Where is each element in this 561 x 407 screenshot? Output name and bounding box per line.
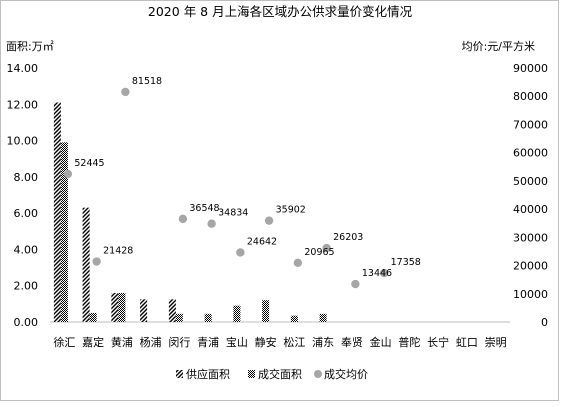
y-right-tick-label: 90000 bbox=[513, 62, 548, 75]
category-label: 嘉定 bbox=[82, 335, 104, 349]
category-label: 黄浦 bbox=[111, 335, 133, 349]
legend-swatch bbox=[176, 370, 183, 378]
data-label-avg-price: 13446 bbox=[362, 268, 392, 279]
y-right-axis-label: 均价:元/平方米 bbox=[462, 39, 535, 53]
data-label-avg-price: 81518 bbox=[132, 76, 162, 87]
y-left-tick-label: 14.00 bbox=[7, 62, 39, 75]
y-right-tick-label: 30000 bbox=[513, 231, 548, 244]
point-avg-price bbox=[236, 248, 245, 257]
y-right-tick-label: 10000 bbox=[513, 288, 548, 301]
bar-supply-area bbox=[53, 102, 61, 322]
bar-deal-area bbox=[204, 313, 212, 322]
point-avg-price bbox=[178, 214, 188, 224]
data-label-avg-price: 52445 bbox=[74, 158, 104, 169]
bar-supply-area bbox=[82, 207, 90, 322]
category-label: 奉贤 bbox=[341, 335, 363, 349]
category-label: 徐汇 bbox=[53, 335, 75, 349]
data-label-avg-price: 24642 bbox=[247, 236, 277, 247]
y-right-tick-label: 60000 bbox=[513, 147, 548, 160]
y-right-tick-label: 50000 bbox=[513, 175, 548, 188]
bar-deal-area bbox=[60, 142, 68, 322]
category-label: 长宁 bbox=[427, 335, 449, 349]
y-left-tick-label: 10.00 bbox=[7, 135, 39, 148]
data-label-avg-price: 34834 bbox=[218, 208, 248, 219]
point-avg-price bbox=[379, 268, 389, 278]
point-avg-price bbox=[121, 87, 130, 97]
category-label: 静安 bbox=[255, 335, 277, 349]
bar-deal-area bbox=[290, 315, 298, 322]
data-label-avg-price: 20965 bbox=[304, 247, 334, 258]
bar-deal-area bbox=[175, 313, 183, 322]
chart-title: 2020 年 8 月上海各区域办公供求量价变化情况 bbox=[148, 4, 413, 19]
point-avg-price bbox=[264, 216, 274, 225]
y-left-tick-label: 0.00 bbox=[14, 316, 39, 329]
data-label-avg-price: 21428 bbox=[103, 246, 133, 257]
category-label: 松江 bbox=[283, 335, 305, 349]
y-left-tick-label: 12.00 bbox=[7, 98, 39, 111]
legend-label: 成交均价 bbox=[324, 367, 368, 381]
category-label: 青浦 bbox=[197, 336, 219, 349]
bar-supply-area bbox=[168, 299, 176, 322]
y-right-tick-label: 70000 bbox=[513, 118, 548, 131]
category-label: 金山 bbox=[370, 335, 392, 349]
bar-supply-area bbox=[140, 299, 148, 322]
y-left-tick-label: 4.00 bbox=[14, 243, 39, 256]
point-avg-price bbox=[63, 169, 73, 179]
y-right-tick-label: 0 bbox=[541, 316, 548, 329]
bar-deal-area bbox=[262, 300, 270, 322]
data-label-avg-price: 35902 bbox=[276, 205, 306, 216]
point-avg-price bbox=[92, 257, 101, 266]
legend-label: 供应面积 bbox=[186, 367, 230, 381]
y-right-tick-label: 40000 bbox=[513, 203, 548, 216]
category-label: 虹口 bbox=[456, 336, 478, 349]
point-avg-price bbox=[322, 243, 331, 253]
data-label-avg-price: 26203 bbox=[333, 232, 363, 243]
data-label-avg-price: 17358 bbox=[391, 257, 421, 268]
y-left-tick-label: 2.00 bbox=[14, 280, 39, 293]
y-left-tick-label: 8.00 bbox=[14, 171, 39, 184]
point-avg-price bbox=[207, 219, 216, 228]
category-label: 浦东 bbox=[312, 336, 334, 349]
bar-deal-area bbox=[233, 305, 241, 322]
category-label: 宝山 bbox=[226, 335, 248, 349]
bar-deal-area bbox=[118, 292, 126, 322]
bar-deal-area bbox=[89, 312, 97, 322]
bar-supply-area bbox=[111, 292, 119, 322]
data-label-avg-price: 36548 bbox=[189, 203, 219, 214]
y-left-tick-label: 6.00 bbox=[14, 207, 39, 220]
category-label: 杨浦 bbox=[140, 335, 162, 349]
point-avg-price bbox=[351, 279, 360, 289]
legend-label: 成交面积 bbox=[258, 367, 302, 381]
y-right-tick-label: 80000 bbox=[513, 90, 548, 103]
point-avg-price bbox=[293, 258, 303, 268]
category-label: 闵行 bbox=[168, 335, 190, 349]
y-right-tick-label: 20000 bbox=[513, 260, 548, 273]
legend-swatch bbox=[314, 370, 322, 378]
category-label: 崇明 bbox=[485, 336, 507, 349]
y-left-axis-label: 面积:万㎡ bbox=[6, 40, 54, 53]
bar-deal-area bbox=[319, 313, 327, 322]
legend-swatch bbox=[248, 370, 255, 378]
category-label: 普陀 bbox=[398, 335, 420, 349]
